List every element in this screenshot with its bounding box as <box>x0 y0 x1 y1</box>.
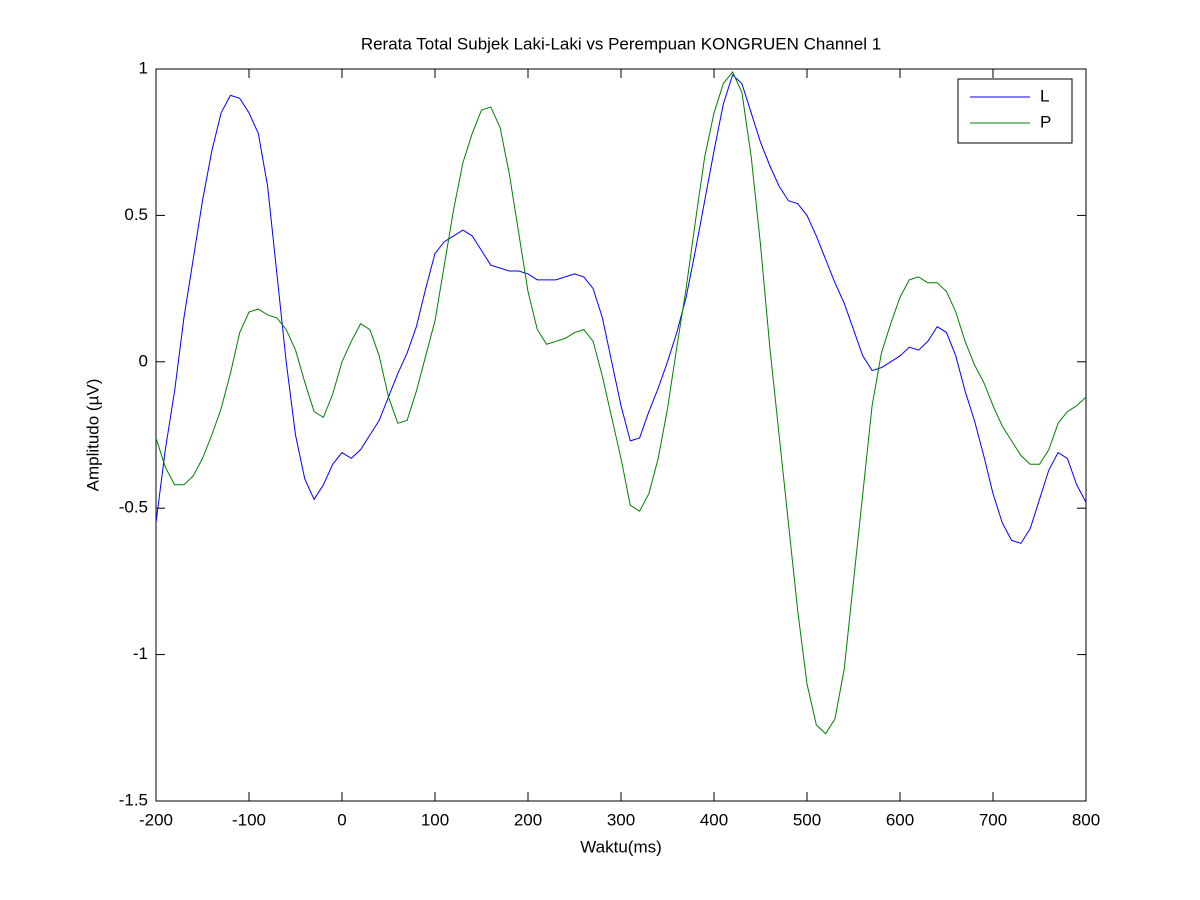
legend-label: L <box>1040 86 1049 105</box>
x-tick-label: -100 <box>232 810 266 829</box>
x-tick-label: 800 <box>1072 810 1100 829</box>
chart-title: Rerata Total Subjek Laki-Laki vs Perempu… <box>361 34 881 53</box>
x-tick-label: 200 <box>514 810 542 829</box>
plot-area <box>155 68 1087 802</box>
x-tick-label: 600 <box>886 810 914 829</box>
series-line <box>155 73 1087 544</box>
x-axis-label: Waktu(ms) <box>580 837 662 856</box>
series-line <box>155 70 1087 735</box>
y-tick-label: 1 <box>139 58 148 77</box>
x-tick-label: 500 <box>793 810 821 829</box>
y-tick-label: -1.5 <box>119 790 148 809</box>
y-tick-label: -0.5 <box>119 498 148 517</box>
y-tick-label: 0 <box>139 351 148 370</box>
y-tick-label: -1 <box>133 644 148 663</box>
x-tick-label: 700 <box>979 810 1007 829</box>
x-tick-label: 300 <box>607 810 635 829</box>
x-tick-label: 100 <box>421 810 449 829</box>
legend-box <box>957 78 1073 144</box>
y-axis-label: Amplitudo (µV) <box>83 379 102 492</box>
x-tick-label: -200 <box>139 810 173 829</box>
x-tick-label: 400 <box>700 810 728 829</box>
legend-label: P <box>1040 112 1051 131</box>
y-tick-label: 0.5 <box>124 205 148 224</box>
x-tick-label: 0 <box>337 810 346 829</box>
